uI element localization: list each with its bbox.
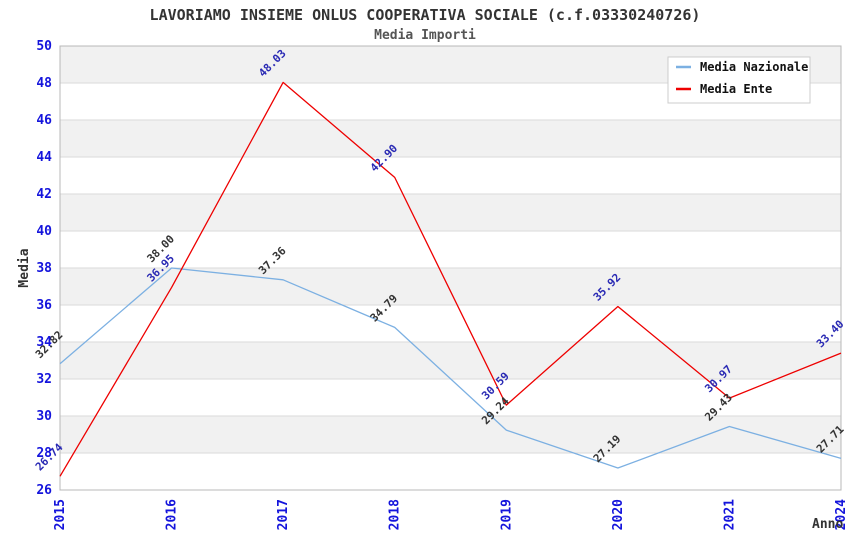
legend-item-label: Media Nazionale bbox=[700, 60, 808, 74]
y-tick-label: 46 bbox=[36, 113, 52, 128]
x-tick-labels: 2015 2016 2017 2018 2019 2020 2021 2024 bbox=[53, 499, 849, 530]
y-axis-title: Media bbox=[17, 248, 32, 287]
legend-box bbox=[667, 56, 811, 104]
legend-item-media-nazionale: Media Nazionale bbox=[676, 60, 808, 74]
y-tick-label: 30 bbox=[36, 409, 52, 424]
plot-band bbox=[60, 342, 841, 379]
y-tick-label: 50 bbox=[36, 39, 52, 54]
y-tick-label: 36 bbox=[36, 298, 52, 313]
x-axis-title: Anno bbox=[812, 517, 843, 532]
chart-subtitle: Media Importi bbox=[374, 28, 476, 43]
x-tick-label: 2015 bbox=[53, 499, 68, 530]
legend-item-label: Media Ente bbox=[700, 82, 772, 96]
y-tick-label: 34 bbox=[36, 335, 52, 350]
y-tick-label: 42 bbox=[36, 187, 52, 202]
x-tick-label: 2024 bbox=[834, 499, 849, 530]
series-lines bbox=[59, 81, 842, 477]
plot-border bbox=[59, 45, 842, 491]
x-tick-label: 2020 bbox=[611, 499, 626, 530]
y-tick-label: 38 bbox=[36, 261, 52, 276]
x-tick-label: 2017 bbox=[276, 499, 291, 530]
y-tick-label: 44 bbox=[36, 150, 52, 165]
x-tick-label: 2021 bbox=[722, 499, 737, 530]
y-tick-label: 48 bbox=[36, 76, 52, 91]
y-tick-label: 40 bbox=[36, 224, 52, 239]
y-tick-label: 28 bbox=[36, 446, 52, 461]
y-tick-labels: 26 28 30 32 34 36 38 40 42 44 46 48 50 bbox=[36, 39, 52, 498]
plot-band bbox=[60, 416, 841, 453]
media-nazionale-line bbox=[59, 267, 842, 469]
legend-item-media-ente: Media Ente bbox=[676, 82, 772, 96]
legend: Media Nazionale Media Ente bbox=[667, 56, 811, 104]
y-tick-label: 26 bbox=[36, 483, 52, 498]
x-tick-label: 2016 bbox=[165, 499, 180, 530]
plot-band bbox=[60, 194, 841, 231]
chart-title: LAVORIAMO INSIEME ONLUS COOPERATIVA SOCI… bbox=[150, 6, 701, 24]
y-tick-label: 32 bbox=[36, 372, 52, 387]
media-ente-line bbox=[59, 81, 842, 477]
plot-bands bbox=[60, 46, 841, 453]
plot-band bbox=[60, 120, 841, 157]
plot-band bbox=[60, 268, 841, 305]
x-tick-label: 2018 bbox=[388, 499, 403, 530]
x-tick-label: 2019 bbox=[499, 499, 514, 530]
